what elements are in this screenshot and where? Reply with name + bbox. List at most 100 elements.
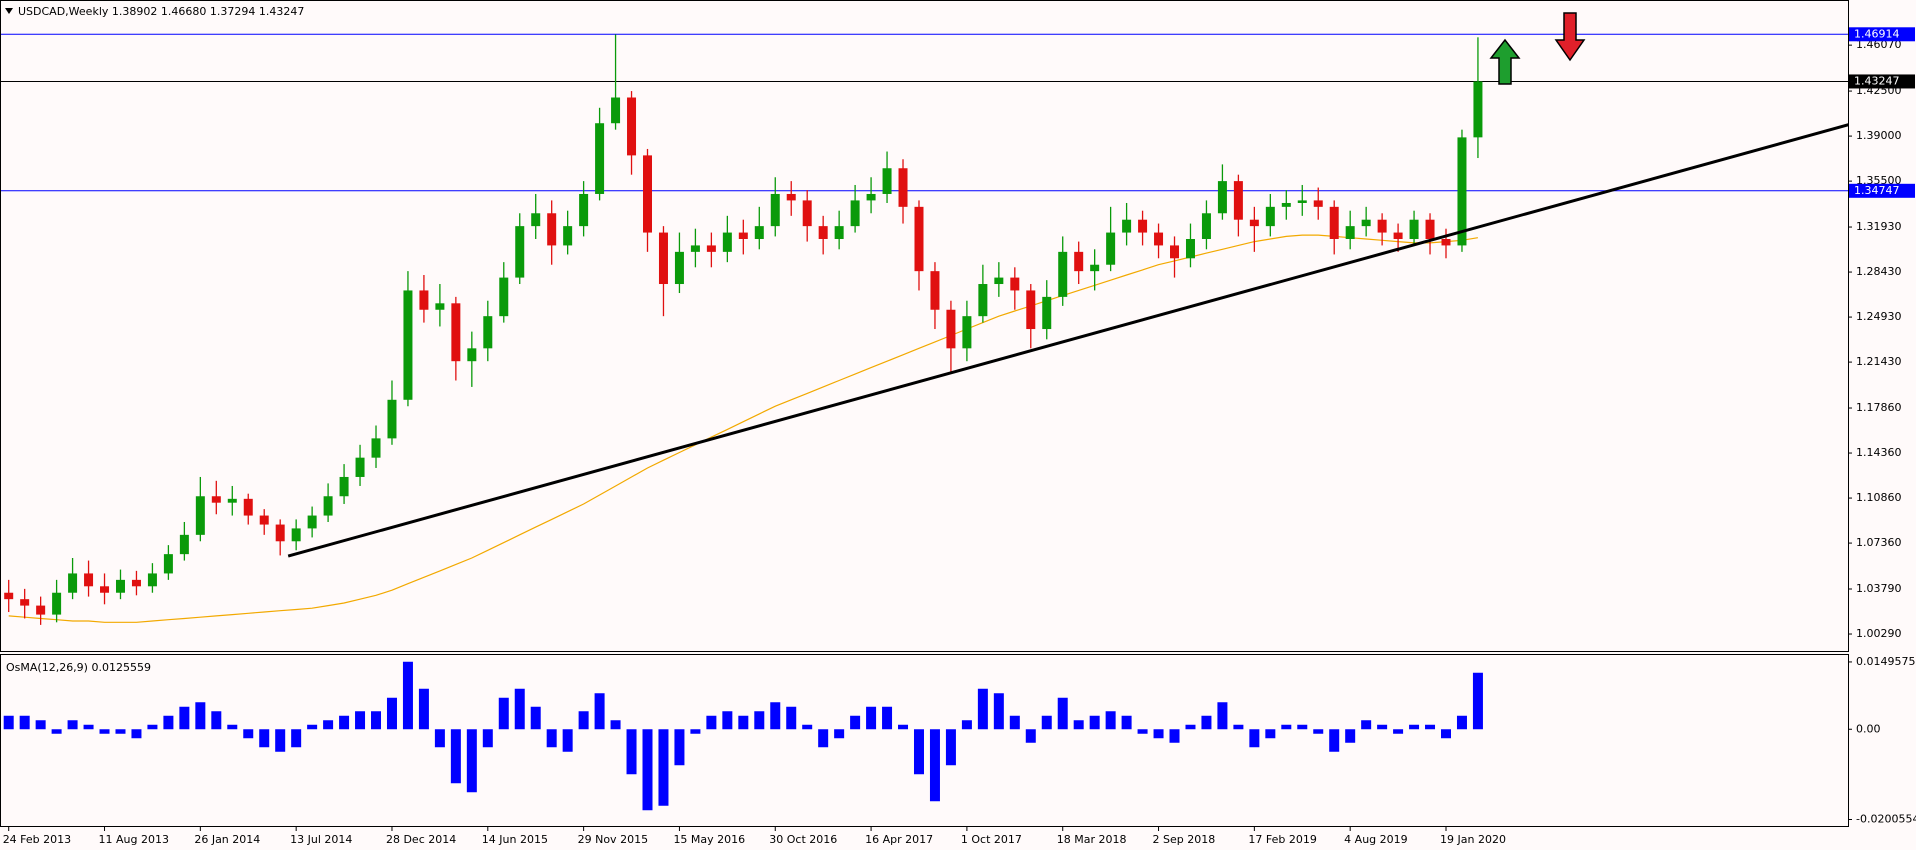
osma-bar [179,706,190,730]
osma-bar [259,729,270,748]
osma-bar [450,729,461,784]
candle-body [818,226,828,239]
candle-body [147,573,157,587]
candle-body [1345,226,1355,239]
candle-body [451,303,461,362]
candle-body [1090,264,1100,272]
osma-bar [1169,729,1180,743]
candle-body [387,399,397,439]
candle-body [435,303,445,310]
y-tick-label: 1.31930 [1856,220,1902,233]
osma-bar [1456,715,1467,730]
candle-body [563,226,573,246]
osma-bar [706,715,717,730]
y-tick-label: 1.07360 [1856,536,1902,549]
osma-bar [498,697,509,730]
candle-body [515,226,525,278]
candle-body [882,168,892,194]
osma-bar [211,711,222,730]
candle-body [1138,219,1148,233]
osma-bar [610,720,621,730]
candle-body [68,573,78,593]
candle-body [371,438,381,458]
indicator-y-tick-label: 0.0149575 [1856,655,1916,668]
down-arrow [1554,12,1586,62]
osma-bar [1105,711,1116,730]
osma-bar [35,720,46,730]
osma-bar [1297,724,1308,730]
osma-bar [754,711,765,730]
osma-bar [1185,724,1196,730]
candle-body [1329,206,1339,239]
osma-bar [243,729,254,739]
candle-body [690,245,700,252]
candle-body [419,290,429,310]
candle-body [403,290,413,400]
candle-body [978,284,988,317]
osma-bar [562,729,573,752]
candle-body [627,97,637,156]
osma-bar [1041,715,1052,730]
osma-bar [115,729,126,734]
osma-bar [818,729,829,748]
x-tick-label: 29 Nov 2015 [578,833,648,846]
osma-bar [1057,697,1068,730]
osma-bar [1009,715,1020,730]
candle-body [802,200,812,227]
x-tick-label: 1 Oct 2017 [961,833,1022,846]
y-tick-label: 1.39000 [1856,129,1902,142]
candle-body [483,316,493,349]
osma-bar [1073,720,1084,730]
level-label-box [1849,183,1915,198]
osma-bar [850,715,861,730]
osma-bar [1345,729,1356,743]
candle-body [722,232,732,252]
candle-body [1106,232,1116,265]
symbol-menu-icon[interactable] [5,8,13,14]
candle-body [1441,238,1451,246]
candle-body [786,193,796,201]
osma-bar [1313,729,1324,734]
osma-bar [1409,724,1420,730]
osma-bar [898,724,909,730]
osma-bar [147,724,158,730]
osma-bar [642,729,653,811]
candle-body [850,200,860,227]
indicator-y-tick-label: -0.0200554 [1856,812,1916,825]
candle-body [259,515,269,525]
level-label: 1.46914 [1854,27,1900,40]
level-label: 1.34747 [1854,184,1900,197]
up-arrow [1489,38,1521,85]
candle-body [115,579,125,593]
osma-bar [945,729,956,766]
candle-body [339,476,349,497]
candle-body [738,232,748,239]
osma-bar [802,724,813,730]
candle-body [1010,277,1020,291]
candle-body [1393,232,1403,239]
osma-bar [1329,729,1340,752]
candle-body [930,271,940,310]
osma-bar [482,729,493,748]
candle-body [499,277,509,317]
candle-body [20,599,30,606]
osma-bar [3,715,14,730]
candle-body [1026,290,1036,330]
candle-body [1473,81,1483,138]
osma-bar [67,720,78,730]
osma-bar [227,724,238,730]
osma-bar [690,729,701,734]
y-tick-label: 1.17860 [1856,401,1902,414]
osma-bar [977,688,988,730]
osma-bar [594,693,605,730]
level-label-box [1849,27,1915,42]
candle-body [866,193,876,201]
y-tick-label: 1.28430 [1856,265,1902,278]
y-tick-label: 1.21430 [1856,355,1902,368]
osma-bar [1441,729,1451,739]
x-tick-label: 15 May 2016 [673,833,745,846]
candle-body [643,155,652,233]
osma-bar [1377,724,1388,730]
x-tick-label: 26 Jan 2014 [194,833,260,846]
